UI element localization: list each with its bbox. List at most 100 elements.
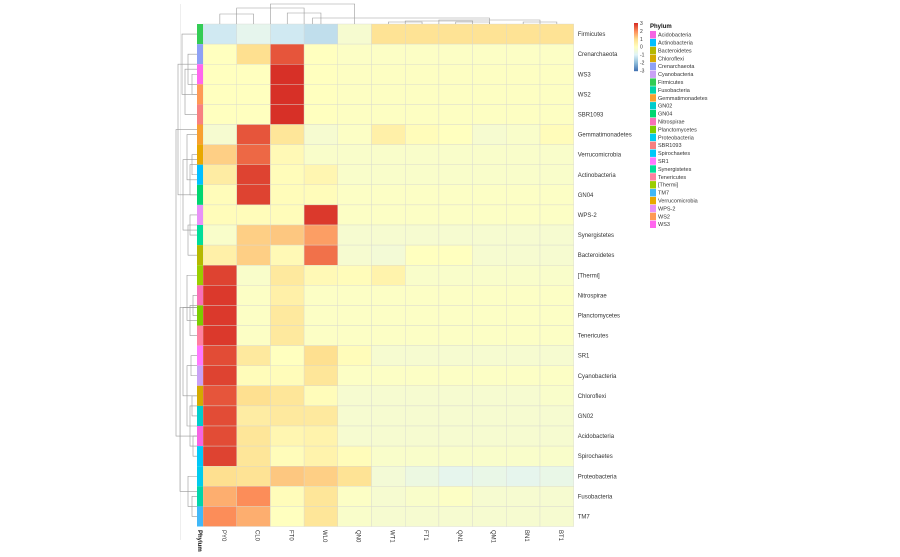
heatmap-cell bbox=[270, 405, 305, 427]
legend-swatch bbox=[650, 38, 656, 47]
heatmap-cell bbox=[472, 405, 507, 427]
heatmap-cell bbox=[303, 345, 339, 366]
heatmap-cell bbox=[405, 305, 440, 326]
heatmap-cell bbox=[371, 63, 406, 85]
heatmap-cell bbox=[270, 325, 305, 346]
colorbar-segment bbox=[634, 70, 638, 72]
heatmap-cell bbox=[371, 204, 406, 226]
heatmap-cell bbox=[202, 466, 237, 487]
column-label: FT0 bbox=[287, 530, 293, 541]
heatmap-cell bbox=[270, 84, 305, 105]
heatmap-cell bbox=[405, 184, 440, 206]
row-label: Actinobacteria bbox=[578, 173, 617, 179]
legend-swatch bbox=[650, 78, 656, 86]
heatmap-cell bbox=[236, 305, 271, 326]
heatmap-cell bbox=[539, 43, 574, 65]
heatmap-cell bbox=[506, 345, 541, 366]
heatmap-cell bbox=[405, 405, 440, 427]
heatmap-cell bbox=[371, 164, 406, 185]
heatmap-cell bbox=[303, 224, 339, 246]
heatmap-cell bbox=[539, 265, 574, 286]
heatmap-cell bbox=[539, 385, 574, 407]
row-label: SR1 bbox=[578, 354, 590, 360]
row-label: [Thermi] bbox=[578, 273, 600, 279]
heatmap-cell bbox=[303, 144, 339, 165]
heatmap-cell bbox=[371, 445, 406, 467]
colorbar-segment bbox=[634, 38, 638, 40]
heatmap-cell bbox=[270, 224, 305, 246]
colorbar-segment bbox=[634, 31, 638, 33]
legend-label: Acidobacteria bbox=[658, 33, 692, 39]
heatmap-cell bbox=[506, 445, 541, 467]
heatmap-cell bbox=[472, 445, 507, 467]
row-label: SBR1093 bbox=[578, 112, 604, 118]
row-label: GN02 bbox=[578, 414, 594, 420]
heatmap-cell bbox=[202, 265, 237, 286]
colorbar-segment bbox=[634, 52, 638, 54]
legend-label: Synergistetes bbox=[658, 167, 692, 173]
heatmap-cell bbox=[236, 63, 271, 85]
heatmap-cell bbox=[270, 184, 305, 206]
row-dendrogram-branch bbox=[184, 68, 197, 115]
heatmap-cell bbox=[438, 325, 473, 346]
row-label: Gemmatimonadetes bbox=[578, 133, 632, 139]
heatmap-cell bbox=[202, 104, 237, 125]
heatmap-cell bbox=[506, 124, 541, 145]
legend-swatch bbox=[650, 196, 656, 205]
heatmap-cell bbox=[270, 124, 305, 145]
heatmap-cell bbox=[303, 486, 339, 507]
colorbar-segment bbox=[634, 33, 638, 35]
colorbar-segment bbox=[634, 49, 638, 51]
heatmap-cell bbox=[337, 244, 372, 266]
heatmap-cell bbox=[303, 124, 339, 145]
heatmap-cell bbox=[506, 385, 541, 407]
row-dendrogram-branch bbox=[186, 274, 197, 321]
heatmap-cell bbox=[303, 43, 339, 65]
colorbar-segment bbox=[634, 37, 638, 39]
heatmap-cell bbox=[371, 506, 406, 527]
heatmap-cell bbox=[202, 84, 237, 105]
heatmap-cell bbox=[506, 104, 541, 125]
heatmap-cell bbox=[371, 144, 406, 165]
colorbar-tick: -2 bbox=[640, 61, 645, 67]
heatmap-cell bbox=[236, 506, 271, 527]
colorbar-segment bbox=[634, 62, 638, 64]
heatmap-cell bbox=[472, 124, 507, 145]
heatmap-cell bbox=[472, 104, 507, 125]
heatmap-cell bbox=[405, 164, 440, 185]
heatmap-cell bbox=[539, 164, 574, 185]
phylum-annotation-cell bbox=[197, 204, 203, 225]
phylum-annotation-cell bbox=[197, 184, 203, 205]
legend-label: SR1 bbox=[658, 159, 669, 165]
colorbar-segment bbox=[634, 48, 638, 50]
row-label: Cyanobacteria bbox=[578, 374, 617, 380]
heatmap-cell bbox=[303, 405, 339, 427]
heatmap-cell bbox=[303, 385, 339, 407]
heatmap-cell bbox=[405, 244, 440, 266]
row-label: GN04 bbox=[578, 193, 594, 199]
heatmap-cell bbox=[506, 224, 541, 246]
legend-swatch bbox=[650, 181, 656, 189]
legend-label: Bacteroidetes bbox=[658, 48, 692, 54]
column-label: WT1 bbox=[388, 530, 394, 543]
heatmap-cell bbox=[270, 466, 305, 487]
heatmap-cell bbox=[270, 104, 305, 125]
column-label: BN1 bbox=[523, 530, 529, 542]
heatmap-cell bbox=[405, 345, 440, 366]
legend-label: Gemmatimonadetes bbox=[658, 96, 708, 102]
heatmap-cell bbox=[202, 63, 237, 85]
heatmap-cell bbox=[202, 285, 237, 306]
legend-label: TM7 bbox=[658, 191, 669, 197]
heatmap-cell bbox=[539, 345, 574, 366]
colorbar-segment bbox=[634, 58, 638, 60]
phylum-annotation-cell bbox=[197, 426, 203, 447]
heatmap-cell bbox=[472, 466, 507, 487]
heatmap-cell bbox=[506, 23, 541, 45]
heatmap-cell bbox=[303, 425, 339, 447]
colorbar-segment bbox=[634, 63, 638, 65]
column-dendrogram-branch bbox=[312, 17, 490, 24]
heatmap-cell bbox=[236, 345, 271, 366]
column-label: WL0 bbox=[321, 530, 327, 543]
heatmap-cell bbox=[506, 204, 541, 226]
legend-swatch bbox=[650, 212, 656, 221]
